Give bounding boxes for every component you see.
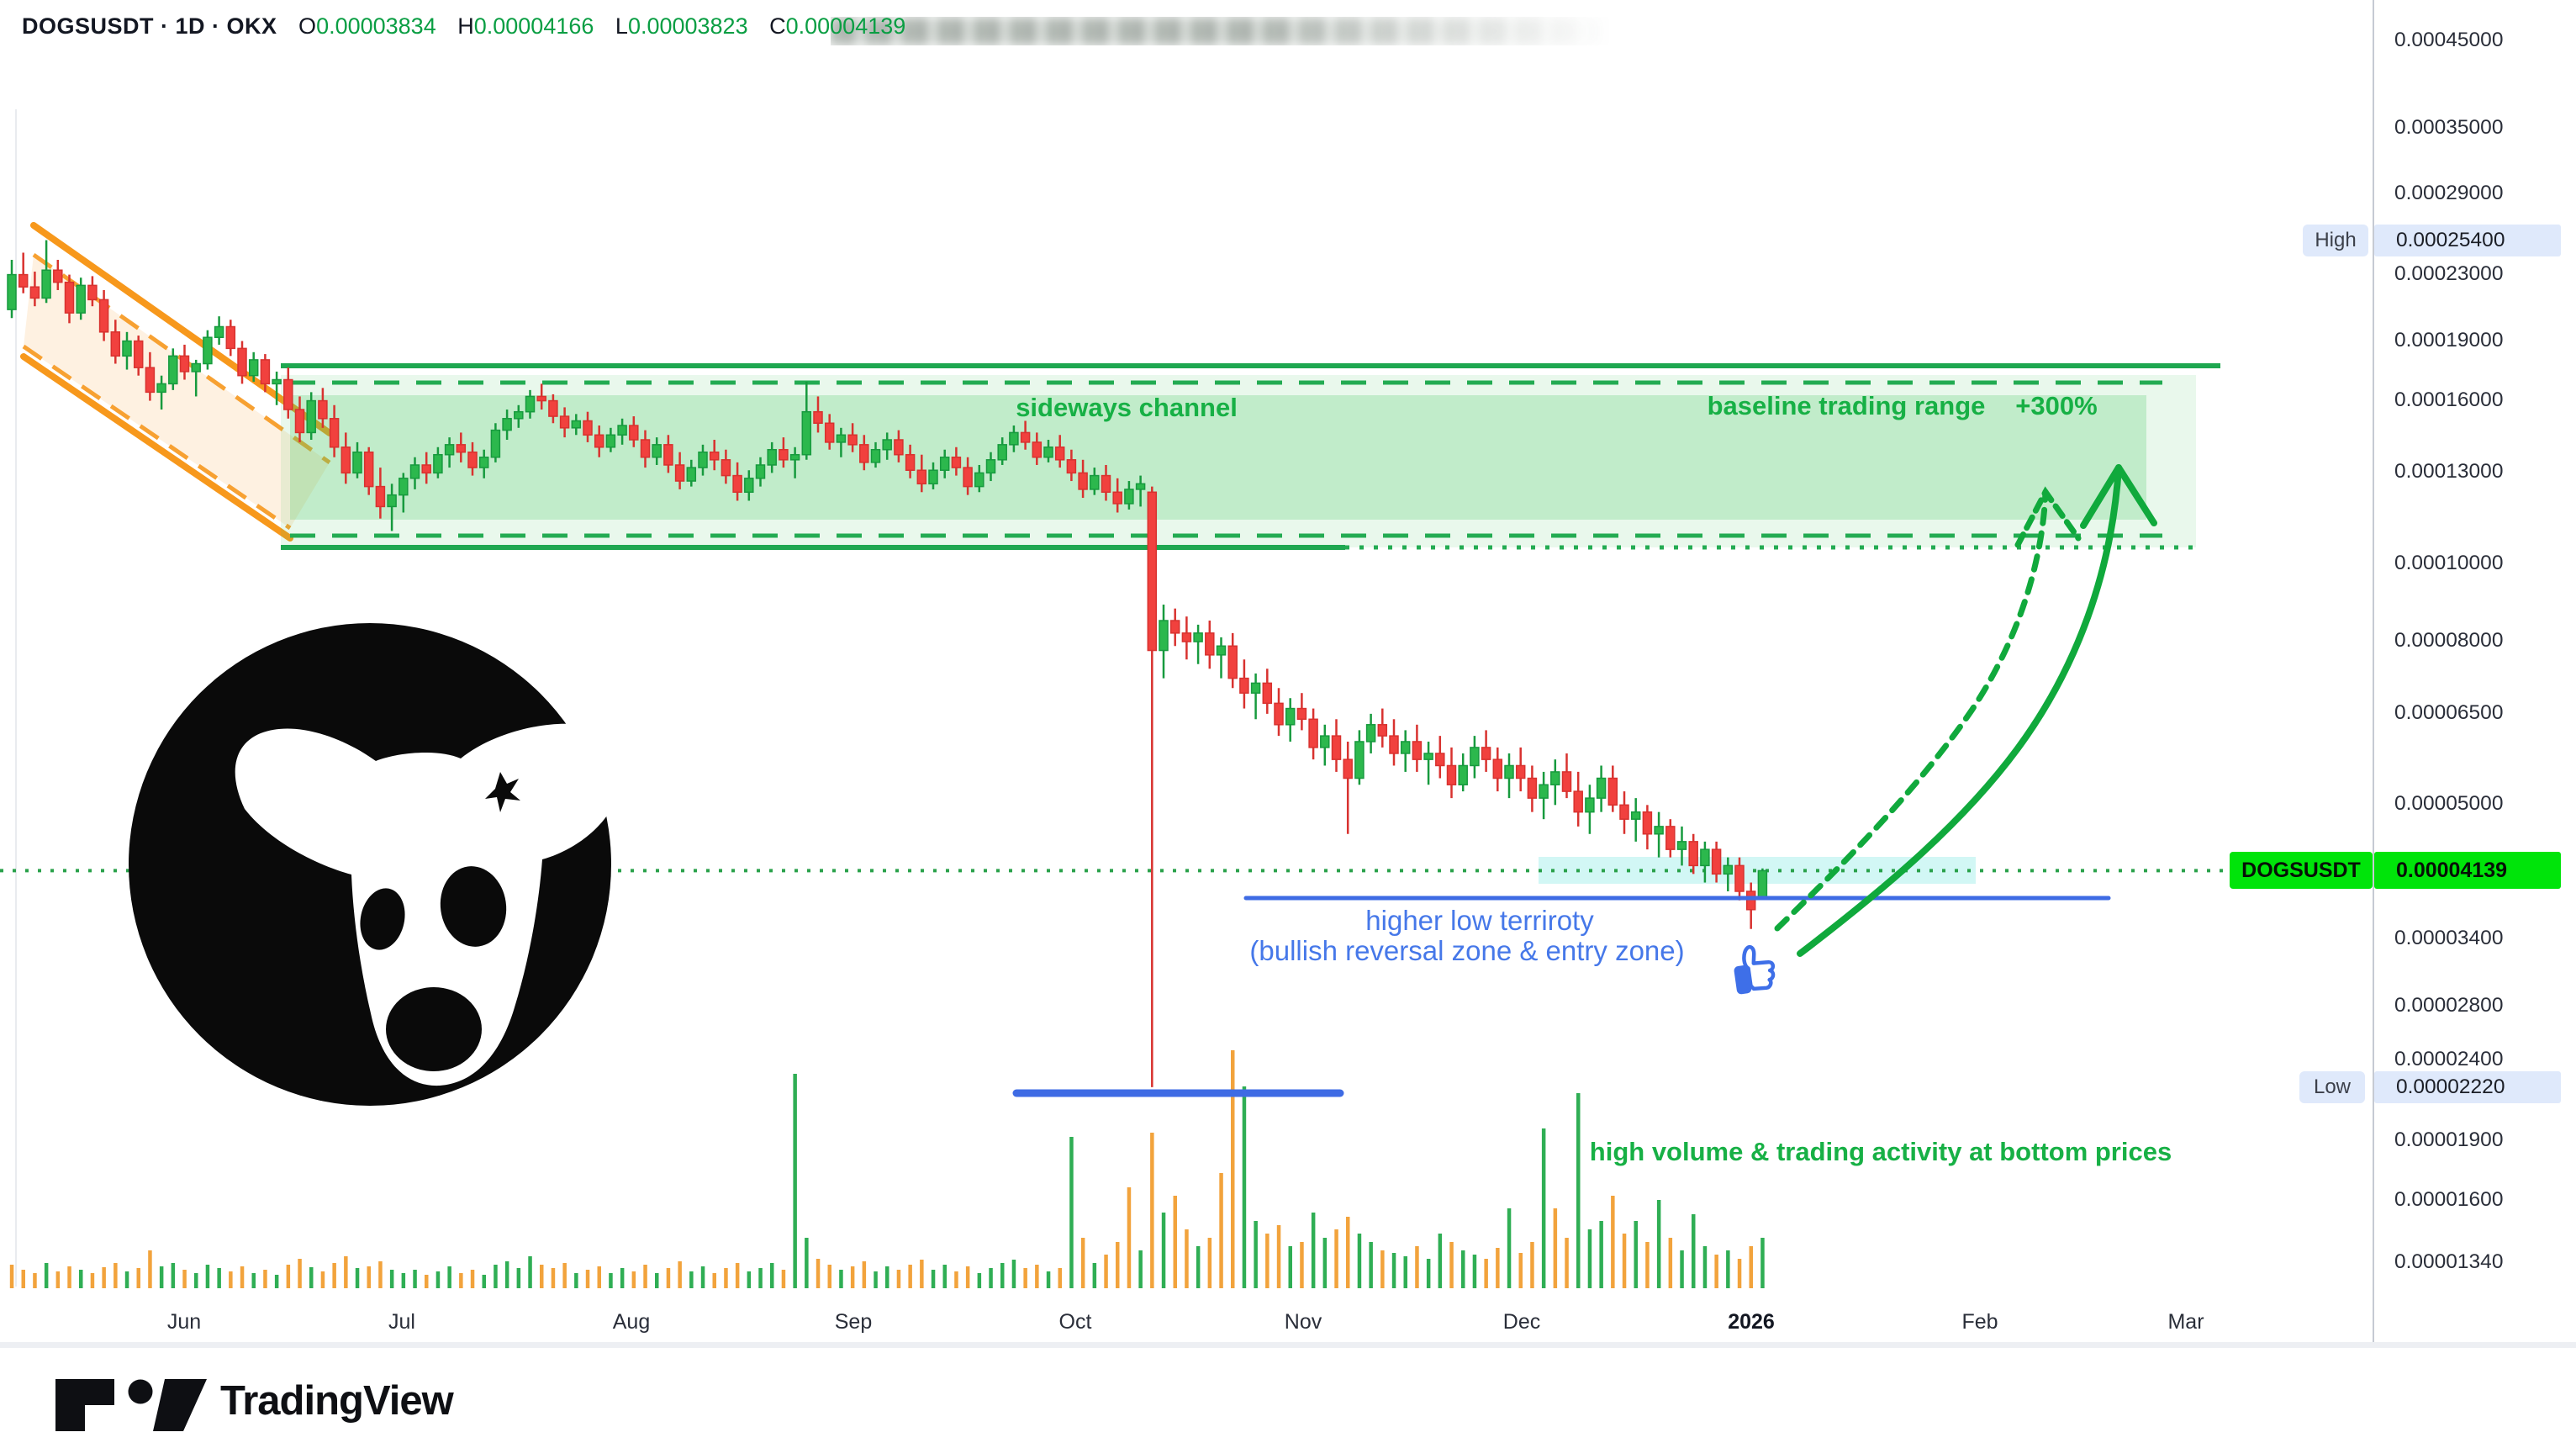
price-axis-label: 0.00023000	[2394, 262, 2504, 285]
high-price-badge: 0.00025400	[2374, 224, 2561, 256]
price-axis-label: 0.00003400	[2394, 926, 2504, 949]
symbol-price-tag: DOGSUSDT	[2230, 852, 2373, 890]
footer	[0, 1348, 2576, 1448]
projection-arrows-drawing[interactable]	[1774, 464, 2157, 957]
price-axis-label: 0.00002800	[2394, 993, 2504, 1017]
tradingview-logo-text[interactable]: TradingView	[220, 1378, 454, 1424]
low-label: L	[615, 13, 628, 39]
annotation-sideways-channel[interactable]: sideways channel	[1016, 393, 1238, 422]
time-axis-label-dec: Dec	[1502, 1310, 1541, 1334]
price-axis-label: 0.00001900	[2394, 1128, 2504, 1152]
time-axis-label-sep: Sep	[834, 1310, 873, 1334]
price-axis-label: 0.00001340	[2394, 1250, 2504, 1273]
high-price-tag: High	[2303, 224, 2368, 256]
time-axis[interactable]: Jun Jul Aug Sep Oct Nov Dec 2026 Feb Mar	[0, 1305, 2373, 1342]
volume-series	[9, 1050, 1765, 1288]
price-axis-label: 0.00019000	[2394, 328, 2504, 351]
high-value: 0.00004166	[473, 13, 594, 39]
time-axis-label-aug: Aug	[612, 1310, 651, 1334]
time-axis-label-2026: 2026	[1728, 1310, 1775, 1334]
price-axis-label: 0.00013000	[2394, 460, 2504, 484]
annotation-gain-300[interactable]: +300%	[2015, 391, 2098, 420]
symbol-legend: DOGSUSDT · 1D · OKX O0.00003834 H0.00004…	[22, 13, 905, 40]
tradingview-logo-icon[interactable]	[54, 1377, 214, 1433]
close-label: C	[769, 13, 786, 39]
open-label: O	[298, 13, 317, 39]
support-lines-drawing[interactable]	[1012, 896, 2111, 1097]
price-axis-label: 0.00005000	[2394, 792, 2504, 816]
chart-canvas[interactable]	[0, 0, 2576, 1347]
annotation-volume-note[interactable]: high volume & trading activity at bottom…	[1589, 1137, 2172, 1166]
dogs-coin-logo	[129, 623, 623, 1106]
close-value: 0.00004139	[785, 13, 906, 39]
low-price-badge: 0.00002220	[2374, 1070, 2561, 1103]
annotation-baseline-trading-range[interactable]: baseline trading range	[1707, 391, 1986, 420]
thumbs-up-icon[interactable]	[1729, 940, 1787, 1001]
blurred-watermark	[831, 17, 1613, 45]
time-axis-label-oct: Oct	[1058, 1310, 1092, 1334]
sideways-channel-drawing[interactable]	[281, 363, 2220, 550]
price-axis-label: 0.00008000	[2394, 629, 2504, 653]
price-axis-label: 0.00045000	[2394, 29, 2504, 52]
time-axis-label-nov: Nov	[1284, 1310, 1322, 1334]
annotation-higher-low-line1[interactable]: higher low terriroty	[1365, 905, 1594, 936]
price-axis-label: 0.00035000	[2394, 116, 2504, 140]
low-price-tag: Low	[2299, 1070, 2365, 1103]
candles-series	[7, 240, 1768, 1087]
last-price-badge: 0.00004139	[2374, 852, 2561, 890]
symbol-title[interactable]: DOGSUSDT · 1D · OKX	[22, 13, 277, 39]
price-axis-label: 0.00016000	[2394, 388, 2504, 411]
price-axis-label: 0.00010000	[2394, 551, 2504, 574]
price-axis-label: 0.00002400	[2394, 1047, 2504, 1070]
annotation-higher-low-line2[interactable]: (bullish reversal zone & entry zone)	[1249, 935, 1685, 966]
price-axis-label: 0.00001600	[2394, 1188, 2504, 1212]
price-axis-label: 0.00029000	[2394, 181, 2504, 204]
low-value: 0.00003823	[627, 13, 748, 39]
price-axis-separator	[2373, 0, 2374, 1347]
time-axis-label-jul: Jul	[388, 1310, 415, 1334]
price-axis-label: 0.00006500	[2394, 700, 2504, 724]
time-axis-label-feb: Feb	[1961, 1310, 1998, 1334]
high-label: H	[457, 13, 474, 39]
price-axis[interactable]: 0.00045000 0.00035000 0.00029000 0.00023000…	[2373, 0, 2576, 1347]
time-axis-label-mar: Mar	[2167, 1310, 2204, 1334]
open-value: 0.00003834	[316, 13, 436, 39]
time-axis-label-jun: Jun	[166, 1310, 202, 1334]
chart-bottom-separator	[0, 1342, 2576, 1348]
